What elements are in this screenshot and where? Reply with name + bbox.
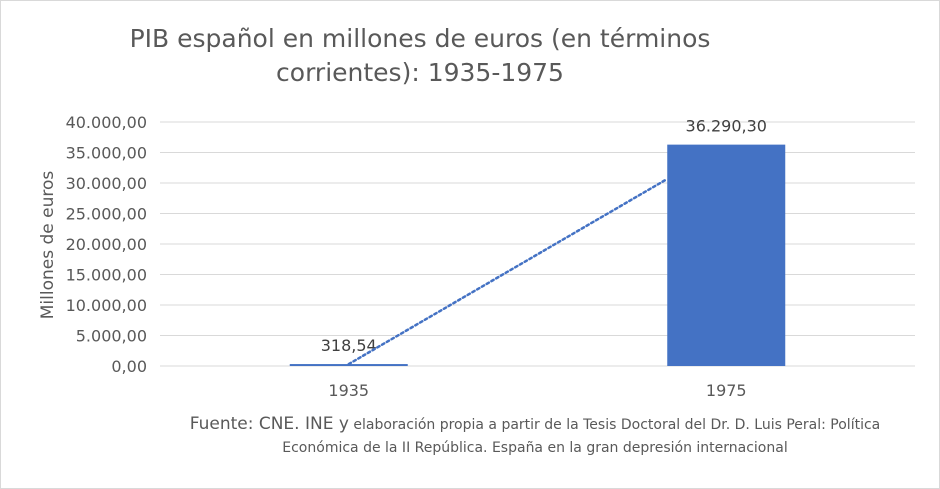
y-tick-label: 25.000,00 (66, 205, 147, 224)
bar (667, 144, 786, 366)
y-tick-label: 15.000,00 (66, 266, 147, 285)
y-tick-label: 10.000,00 (66, 296, 147, 315)
source-part-2: elaboración propia a partir de la Tesis … (348, 417, 881, 433)
x-tick-label: 1935 (328, 381, 369, 400)
trendline (347, 177, 669, 366)
data-label: 318,54 (321, 336, 377, 355)
data-label: 36.290,30 (686, 117, 767, 136)
y-tick-label: 5.000,00 (76, 327, 147, 346)
y-tick-label: 0,00 (111, 357, 147, 376)
source-part-1: Fuente: CNE. INE y (189, 414, 349, 434)
x-tick-label: 1975 (706, 381, 747, 400)
chart-title-line-1: PIB español en millones de euros (en tér… (129, 24, 711, 53)
source-line-2: Económica de la II República. España en … (282, 440, 788, 456)
y-tick-label: 35.000,00 (66, 144, 147, 163)
chart-title-line-2: corrientes): 1935-1975 (276, 58, 564, 87)
chart-title: PIB español en millones de euros (en tér… (120, 22, 720, 90)
y-tick-label: 40.000,00 (66, 113, 147, 132)
source-note: Fuente: CNE. INE y elaboración propia a … (150, 413, 920, 459)
y-tick-label: 20.000,00 (66, 235, 147, 254)
y-tick-label: 30.000,00 (66, 174, 147, 193)
